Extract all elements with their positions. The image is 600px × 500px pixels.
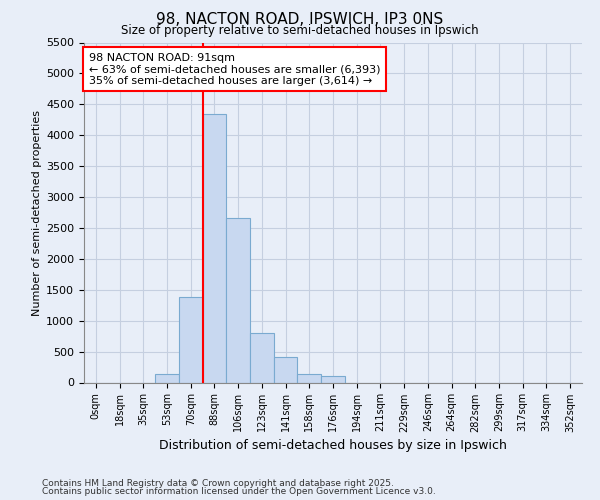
Y-axis label: Number of semi-detached properties: Number of semi-detached properties bbox=[32, 110, 42, 316]
Text: Size of property relative to semi-detached houses in Ipswich: Size of property relative to semi-detach… bbox=[121, 24, 479, 37]
X-axis label: Distribution of semi-detached houses by size in Ipswich: Distribution of semi-detached houses by … bbox=[159, 438, 507, 452]
Text: Contains HM Land Registry data © Crown copyright and database right 2025.: Contains HM Land Registry data © Crown c… bbox=[42, 478, 394, 488]
Bar bbox=[203, 114, 226, 382]
Text: 98, NACTON ROAD, IPSWICH, IP3 0NS: 98, NACTON ROAD, IPSWICH, IP3 0NS bbox=[157, 12, 443, 28]
Bar bbox=[179, 296, 203, 382]
Bar bbox=[250, 333, 274, 382]
Bar bbox=[321, 376, 345, 382]
Bar bbox=[298, 374, 321, 382]
Text: Contains public sector information licensed under the Open Government Licence v3: Contains public sector information licen… bbox=[42, 487, 436, 496]
Text: 98 NACTON ROAD: 91sqm
← 63% of semi-detached houses are smaller (6,393)
35% of s: 98 NACTON ROAD: 91sqm ← 63% of semi-deta… bbox=[89, 52, 380, 86]
Bar bbox=[155, 374, 179, 382]
Bar bbox=[226, 218, 250, 382]
Bar bbox=[274, 356, 298, 382]
